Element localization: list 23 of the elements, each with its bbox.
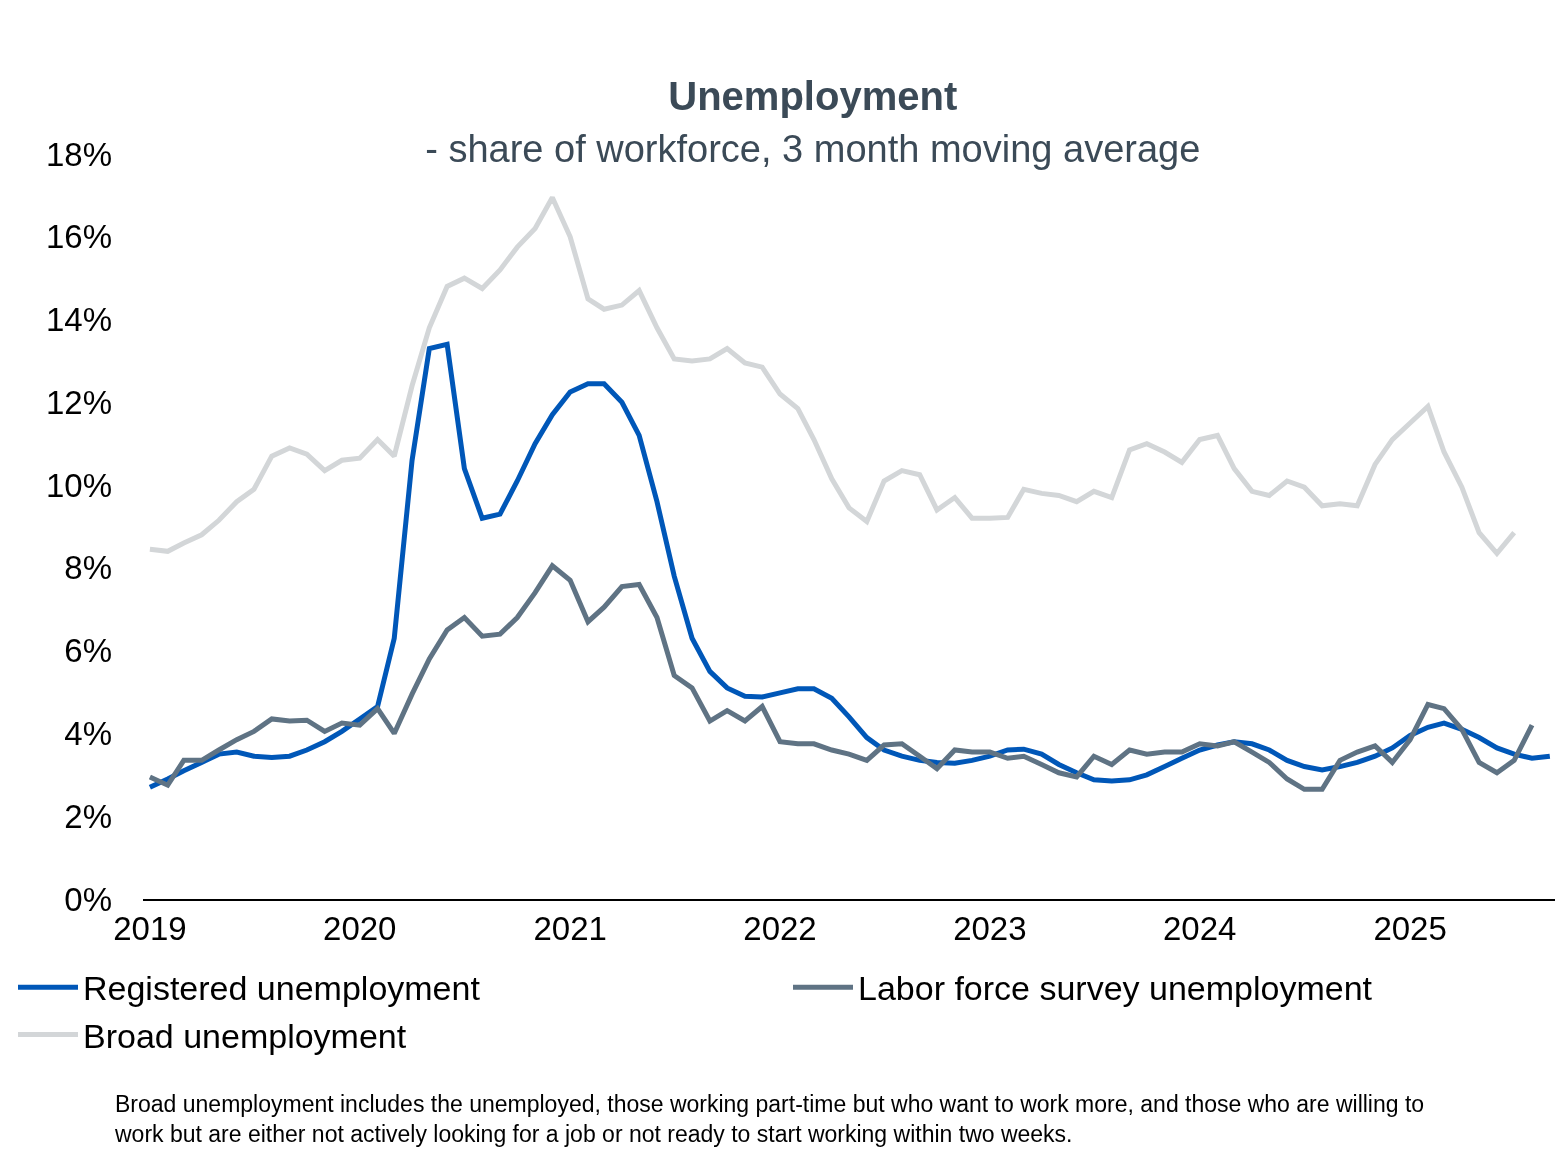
x-tick-label: 2024: [1162, 910, 1237, 948]
y-tick-label: 8%: [64, 549, 112, 587]
y-tick-label: 18%: [45, 135, 112, 173]
legend-label: Registered unemployment: [83, 969, 481, 1008]
x-tick-label: 2023: [953, 910, 1027, 948]
x-tick-label: 2022: [743, 910, 817, 948]
x-tick-label: 2020: [323, 910, 397, 948]
y-tick-label: 2%: [64, 797, 112, 835]
chart-title: Unemployment: [668, 73, 958, 118]
x-tick-label: 2025: [1373, 910, 1447, 948]
chart-subtitle: - share of workforce, 3 month moving average: [425, 127, 1201, 170]
legend-label: Labor force survey unemployment: [858, 969, 1373, 1008]
x-tick-label: 2019: [113, 910, 187, 948]
y-tick-label: 16%: [45, 218, 112, 256]
y-tick-label: 14%: [45, 301, 112, 339]
y-tick-label: 4%: [64, 714, 112, 752]
legend-label: Broad unemployment: [83, 1016, 407, 1055]
y-tick-label: 6%: [64, 632, 112, 670]
x-tick-label: 2021: [533, 910, 607, 948]
y-tick-label: 10%: [45, 466, 112, 504]
y-tick-label: 12%: [45, 383, 112, 421]
text: Broad unemployment includes the unemployed, those working part-time but who want to work more, and those who are willing to work but are either not actively looking for a job or not ready to start working within two weeks.: [114, 1091, 1425, 1147]
y-tick-label: 0%: [64, 880, 112, 918]
